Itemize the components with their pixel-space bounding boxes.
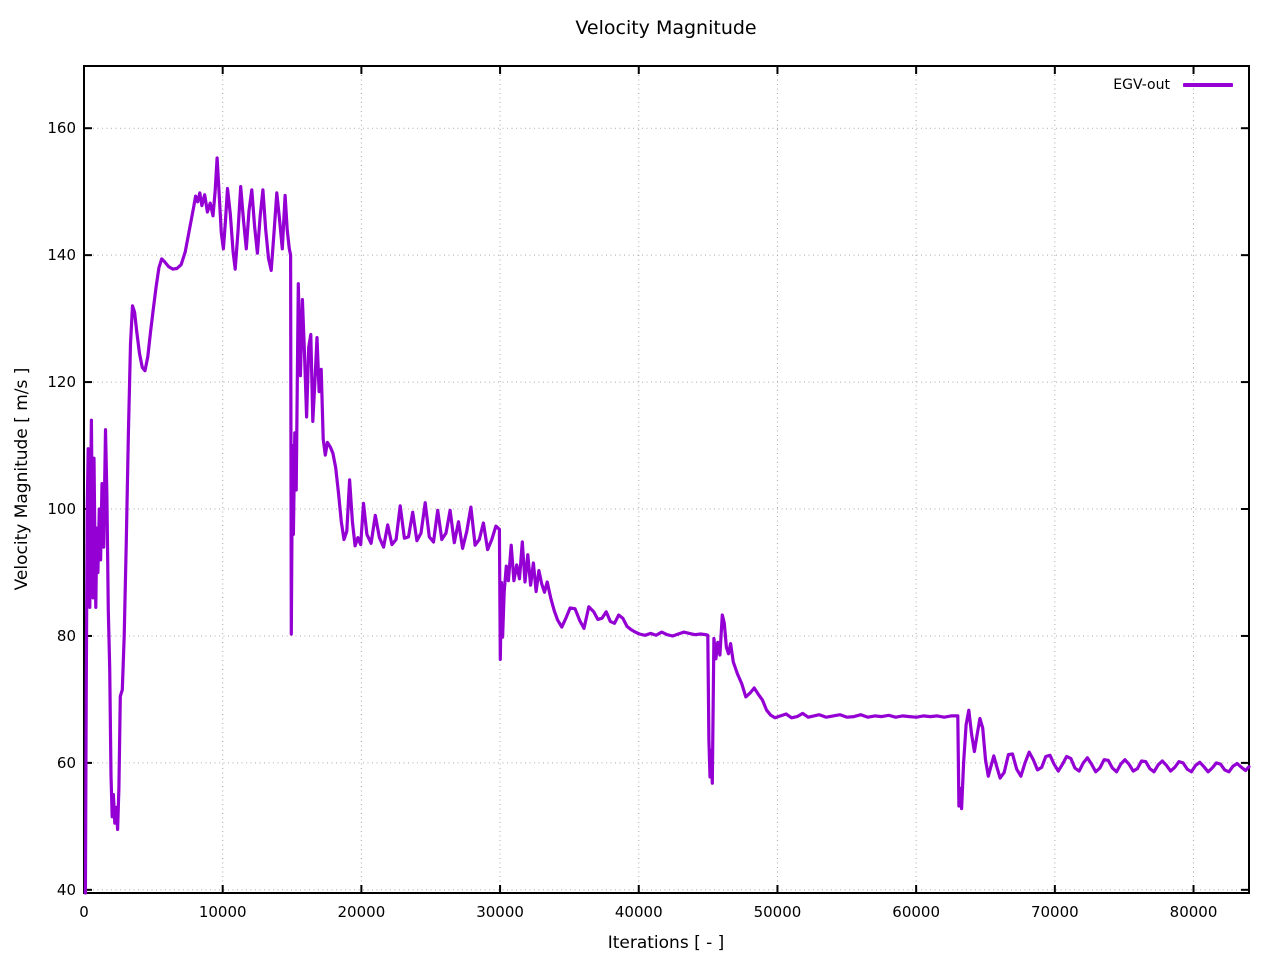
legend-line-sample (1183, 83, 1233, 87)
x-tick-label: 80000 (1169, 903, 1218, 921)
x-tick-label: 70000 (1030, 903, 1079, 921)
x-tick-label: 0 (79, 903, 89, 921)
y-tick-label: 160 (47, 119, 76, 138)
legend-label: EGV-out (1113, 77, 1170, 93)
series-line-egv-out (83, 156, 1251, 895)
legend: EGV-out (1113, 77, 1233, 93)
x-tick-label: 50000 (753, 903, 802, 921)
y-tick-label: 40 (56, 880, 76, 899)
y-tick-label: 140 (47, 246, 76, 265)
y-tick-label: 60 (56, 753, 76, 772)
plot-border (83, 65, 1250, 894)
x-tick-label: 10000 (198, 903, 247, 921)
x-tick-label: 40000 (614, 903, 663, 921)
y-tick-label: 120 (47, 373, 76, 392)
y-tick-label: 80 (56, 626, 76, 645)
x-tick-label: 30000 (476, 903, 524, 921)
x-axis-label: Iterations [ - ] (607, 933, 725, 953)
y-axis-label: Velocity Magnitude [ m/s ] (12, 367, 32, 591)
y-tick-label: 100 (47, 500, 76, 518)
x-tick-label: 60000 (892, 903, 940, 921)
x-tick-label: 20000 (337, 903, 386, 921)
chart-title: Velocity Magnitude (575, 17, 757, 39)
